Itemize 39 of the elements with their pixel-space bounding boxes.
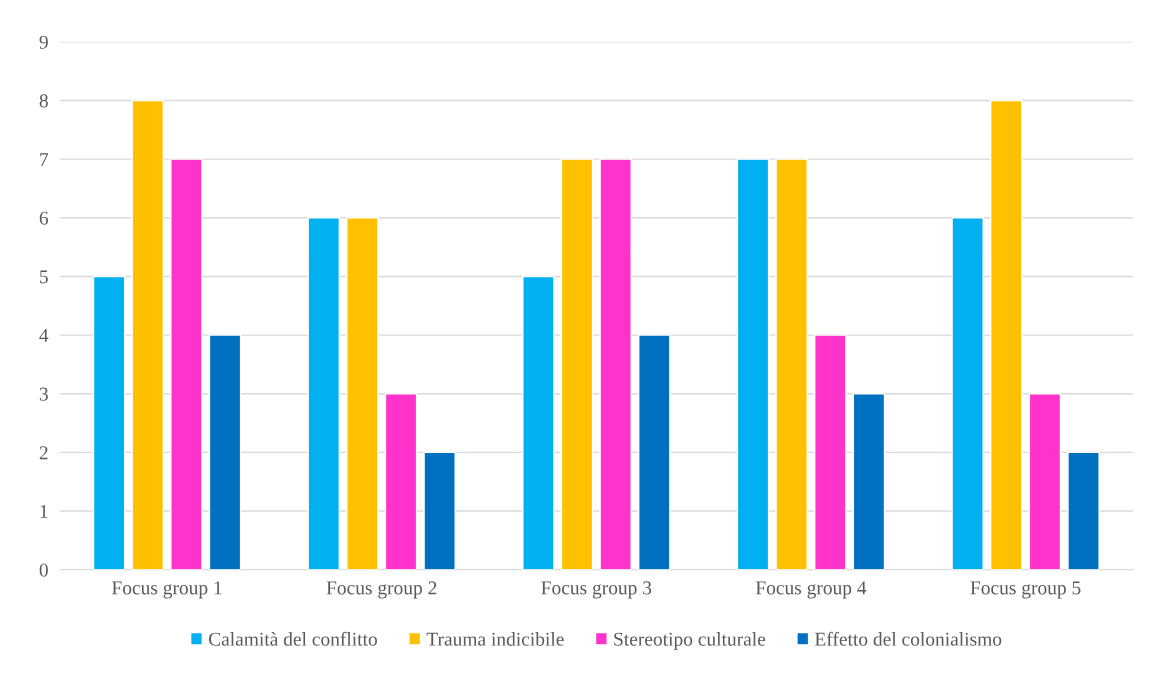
bar bbox=[384, 393, 418, 570]
x-tick-label: Focus group 1 bbox=[111, 581, 222, 599]
bar bbox=[1028, 393, 1062, 570]
bar bbox=[170, 158, 203, 570]
bar bbox=[92, 275, 126, 570]
y-tick-label: 3 bbox=[39, 387, 48, 401]
bar bbox=[852, 393, 886, 570]
x-tick-label: Focus group 3 bbox=[541, 581, 652, 599]
bar bbox=[951, 217, 984, 570]
x-tick-label: Focus group 4 bbox=[755, 581, 867, 599]
legend-label: Calamità del conflitto bbox=[208, 631, 377, 646]
y-tick-label: 6 bbox=[39, 211, 49, 225]
y-tick-label: 4 bbox=[39, 329, 49, 342]
y-tick-label: 7 bbox=[40, 153, 49, 166]
bar bbox=[560, 158, 594, 570]
legend-label: Trauma indicibile bbox=[426, 632, 564, 646]
bar bbox=[599, 158, 632, 570]
bar bbox=[307, 217, 341, 570]
bar bbox=[775, 158, 808, 570]
bar bbox=[814, 334, 847, 570]
bar bbox=[638, 334, 671, 570]
bar bbox=[736, 158, 770, 570]
y-tick-label: 9 bbox=[39, 35, 48, 49]
legend-label: Effetto del colonialismo bbox=[814, 631, 1002, 646]
y-tick-label: 2 bbox=[39, 446, 48, 460]
y-tick-label: 8 bbox=[39, 94, 48, 108]
bar bbox=[131, 99, 165, 570]
x-tick-label: Focus group 2 bbox=[326, 581, 437, 599]
bar bbox=[423, 451, 456, 570]
y-tick-label: 1 bbox=[40, 504, 48, 518]
legend-label: Stereotipo culturale bbox=[614, 632, 766, 650]
y-tick-label: 0 bbox=[39, 563, 48, 577]
bar bbox=[346, 217, 379, 570]
bar bbox=[208, 334, 242, 570]
bar bbox=[990, 99, 1023, 570]
y-tick-label: 5 bbox=[40, 270, 48, 284]
bar bbox=[1067, 451, 1100, 570]
x-tick-label: Focus group 5 bbox=[970, 581, 1081, 599]
bar bbox=[522, 275, 555, 570]
